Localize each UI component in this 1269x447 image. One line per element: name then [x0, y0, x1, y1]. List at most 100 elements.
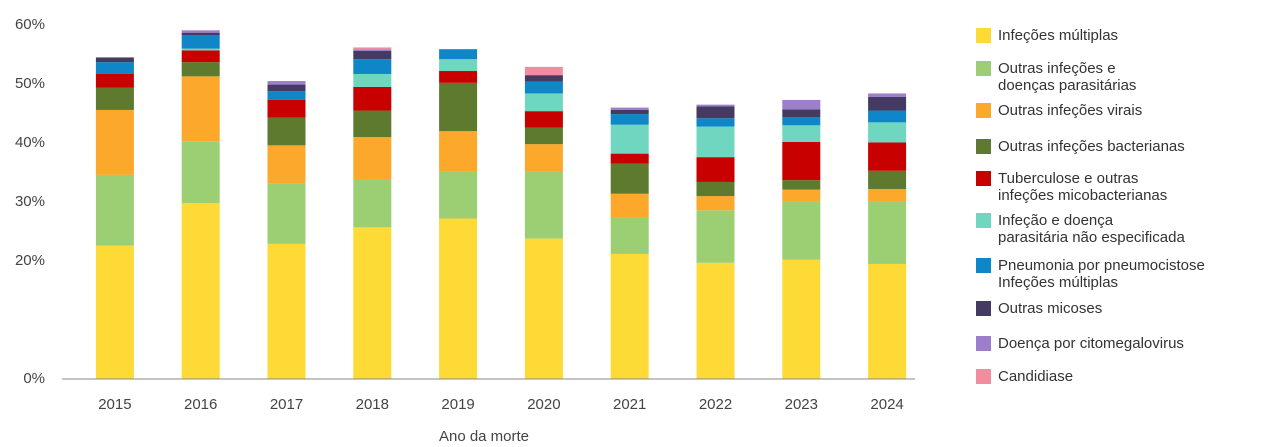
bar-segment: [782, 259, 821, 379]
bar-segment: [782, 189, 821, 202]
y-tick-label: 50%: [15, 75, 45, 92]
bar-segment: [610, 153, 649, 164]
bar-segment: [267, 84, 306, 92]
bar-segment: [181, 141, 220, 204]
bar-segment: [353, 49, 392, 51]
legend-swatch: [976, 258, 991, 273]
bar-segment: [524, 238, 563, 379]
bar-segment: [181, 62, 220, 77]
legend-label: Outras infeções e doenças parasitárias: [998, 60, 1137, 94]
bar-segment: [524, 81, 563, 94]
bar-segment: [181, 203, 220, 379]
y-tick-label: 30%: [15, 193, 45, 210]
bar-segment: [524, 144, 563, 172]
legend-label: Doença por citomegalovirus: [998, 335, 1184, 352]
bar-segment: [353, 178, 392, 228]
legend-label: Outras infeções virais: [998, 102, 1143, 119]
x-axis-title: Ano da morte: [439, 428, 529, 445]
x-tick-label: 2019: [441, 396, 474, 413]
x-tick-label: 2017: [270, 396, 303, 413]
bar-segment: [610, 163, 649, 194]
bar-segment: [868, 122, 907, 143]
bar-segment: [353, 59, 392, 74]
legend-item: Pneumonia por pneumocistose Infeções múl…: [976, 257, 1205, 291]
y-tick-label: 20%: [15, 252, 45, 269]
bar-segment: [868, 170, 907, 190]
bar-segment: [95, 109, 134, 175]
legend-item: Doença por citomegalovirus: [976, 335, 1184, 352]
bar-segment: [610, 107, 649, 110]
bar-segment: [524, 75, 563, 82]
bar-segment: [95, 73, 134, 88]
legend-swatch: [976, 336, 991, 351]
bar-segment: [868, 201, 907, 264]
legend-swatch: [976, 213, 991, 228]
bar-segment: [267, 183, 306, 244]
bar-segment: [696, 196, 735, 211]
bar-segment: [782, 125, 821, 142]
bar-segment: [696, 104, 735, 107]
bar-segment: [181, 35, 220, 49]
legend-swatch: [976, 139, 991, 154]
legend-swatch: [976, 171, 991, 186]
bar-segment: [610, 253, 649, 379]
bar-segment: [696, 126, 735, 158]
bar-segment: [181, 32, 220, 36]
bar-segment: [439, 82, 478, 132]
bar-segment: [95, 62, 134, 74]
legend-label: Tuberculose e outras infeções micobacter…: [998, 170, 1168, 204]
bar-segment: [696, 106, 735, 119]
legend-item: Infeção e doença parasitária não especif…: [976, 212, 1185, 246]
bar-segment: [439, 49, 478, 60]
x-tick-label: 2024: [870, 396, 903, 413]
bar-segment: [353, 86, 392, 111]
bar-segment: [353, 110, 392, 138]
bar-segment: [610, 114, 649, 125]
bar-segment: [610, 124, 649, 154]
legend-item: Outras infeções virais: [976, 102, 1142, 119]
legend-swatch: [976, 103, 991, 118]
x-tick-label: 2020: [527, 396, 560, 413]
bar-segment: [181, 30, 220, 33]
bar-segment: [696, 181, 735, 197]
legend-swatch: [976, 301, 991, 316]
bar-segment: [524, 171, 563, 239]
legend-label: Candidiase: [998, 368, 1074, 385]
bar-segment: [696, 262, 735, 379]
legend-label: Outras infeções bacterianas: [998, 138, 1185, 155]
x-tick-label: 2018: [356, 396, 389, 413]
bar-segment: [524, 127, 563, 145]
bar-segment: [267, 243, 306, 379]
bar-segment: [868, 263, 907, 379]
legend-swatch: [976, 28, 991, 43]
bar-segment: [439, 218, 478, 379]
bar-segment: [95, 245, 134, 379]
y-tick-label: 60%: [15, 16, 45, 33]
bar-segment: [782, 99, 821, 110]
bar-segment: [439, 59, 478, 72]
y-tick-label: 40%: [15, 134, 45, 151]
bar-segment: [267, 81, 306, 85]
bar-segment: [353, 50, 392, 60]
bar-segment: [696, 210, 735, 263]
bar-segment: [868, 93, 907, 97]
bar-segment: [439, 131, 478, 172]
bar-segment: [267, 145, 306, 184]
bar-segment: [267, 117, 306, 146]
bar-segment: [95, 174, 134, 246]
bar-segment: [353, 73, 392, 87]
bar-segment: [524, 66, 563, 76]
bar-segment: [439, 171, 478, 219]
bar-segment: [95, 87, 134, 110]
x-tick-label: 2023: [785, 396, 818, 413]
legend-item: Tuberculose e outras infeções micobacter…: [976, 170, 1167, 204]
bar-segment: [782, 180, 821, 190]
x-tick-label: 2015: [98, 396, 131, 413]
bar-segment: [181, 76, 220, 142]
legend-swatch: [976, 61, 991, 76]
bar-segment: [353, 227, 392, 379]
bar-segment: [868, 189, 907, 202]
bar-segment: [95, 57, 134, 63]
legend-label: Infeção e doença parasitária não especif…: [998, 212, 1185, 246]
